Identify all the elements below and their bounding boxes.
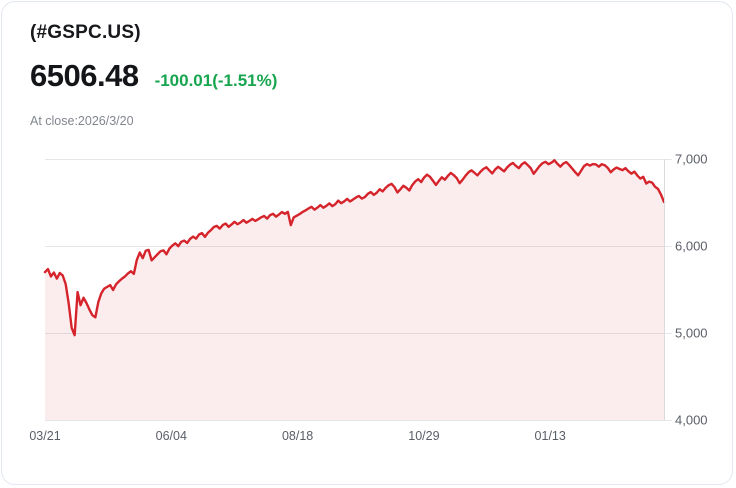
y-tick-label: 6,000 bbox=[675, 238, 708, 254]
x-tick-label: 10/29 bbox=[408, 429, 440, 443]
x-tick-label: 03/21 bbox=[29, 429, 61, 443]
x-tick-label: 08/18 bbox=[281, 429, 314, 443]
y-tick-label: 7,000 bbox=[675, 151, 708, 167]
y-tick-label: 4,000 bbox=[675, 412, 708, 428]
x-tick-label: 06/04 bbox=[155, 429, 187, 443]
last-price: 6506.48 bbox=[30, 58, 139, 93]
y-tick-label: 5,000 bbox=[675, 325, 708, 341]
price-change: -100.01(-1.51%) bbox=[154, 71, 278, 90]
area-fill bbox=[45, 160, 664, 421]
gridline bbox=[45, 245, 672, 247]
y-axis-line bbox=[664, 159, 665, 420]
x-tick-label: 01/13 bbox=[534, 429, 566, 443]
at-close-timestamp: At close:2026/3/20 bbox=[30, 114, 134, 128]
price-line bbox=[43, 159, 666, 337]
symbol-title: (#GSPC.US) bbox=[30, 22, 141, 43]
chart-canvas[interactable] bbox=[43, 159, 666, 421]
gridline bbox=[45, 332, 672, 334]
gridline bbox=[45, 419, 672, 421]
price-chart[interactable]: 7,000 6,000 5,000 4,000 03/21 06/04 08/18 10/2… bbox=[29, 152, 707, 444]
gridline bbox=[45, 158, 672, 160]
